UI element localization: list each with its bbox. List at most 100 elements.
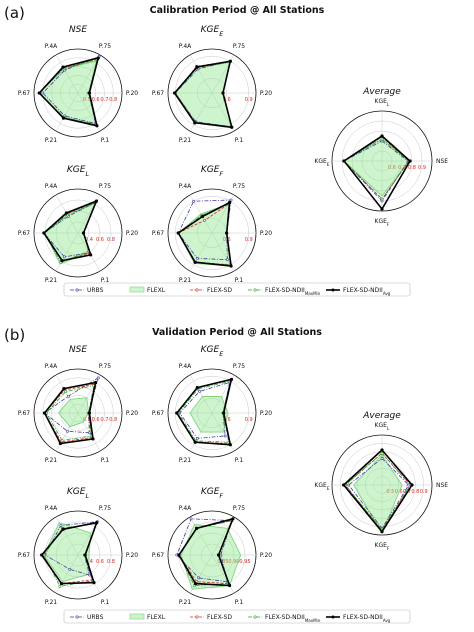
data-point (95, 521, 99, 525)
spoke-label: P.1 (235, 137, 244, 144)
radial-tick-label: 0.8 (411, 489, 419, 495)
spoke-label-base: KGE (314, 158, 327, 165)
spoke-label: P.67 (152, 410, 164, 417)
data-point (40, 553, 44, 557)
legend-label-text: FLEX-SD (207, 287, 232, 294)
radial-tick-label: 0.8 (107, 559, 115, 565)
chart-title: KGEL (67, 487, 90, 500)
spoke-label: P.21 (179, 457, 191, 464)
data-point (95, 124, 99, 128)
chart-title: Average (362, 87, 401, 97)
spoke-label-sub: L (387, 426, 390, 432)
data-point (42, 231, 46, 235)
radial-tick-label: 0.6 (223, 97, 231, 103)
chart-title-sub: F (219, 492, 223, 500)
legend-label-sub: MaxMin (305, 291, 321, 296)
data-point (87, 91, 92, 95)
spoke-label: P.20 (126, 552, 138, 559)
data-point (96, 376, 100, 380)
radial-tick-label: 0.6 (96, 559, 104, 565)
legend-label: FLEX-SD (207, 287, 232, 294)
legend-label: URBS (87, 287, 104, 294)
legend-swatch (129, 286, 145, 293)
spoke-label: P.75 (99, 505, 111, 512)
spoke-label: P.21 (179, 599, 191, 606)
legend-label-text: FLEX-SD-NDII (343, 287, 383, 294)
panel-a: (a) Calibration Period @ All Stations UR… (4, 4, 411, 297)
chart-title-main: KGE (67, 487, 86, 497)
chart-title: KGEF (201, 487, 224, 500)
data-point (93, 380, 98, 385)
radial-tick-label: 0.90 (228, 559, 239, 565)
legend-label-text: FLEXL (147, 614, 166, 621)
spoke-label: P.20 (260, 552, 272, 559)
data-point (61, 116, 66, 120)
radial-tick-label: 0.4 (85, 237, 93, 243)
spoke-line (55, 232, 79, 272)
data-point (197, 576, 201, 580)
chart-title-main: NSE (69, 25, 87, 35)
data-point (58, 585, 62, 588)
spoke-label-sub: L (387, 102, 390, 108)
radial-tick-label: 0.6 (92, 417, 100, 423)
spoke-label: P.1 (101, 599, 110, 606)
spoke-label-base: KGE (375, 218, 388, 225)
data-point (193, 581, 198, 586)
spoke-label: KGEF (375, 218, 390, 228)
legend-marker (253, 288, 257, 292)
radial-tick-label: 0.95 (239, 559, 250, 565)
legend-marker (331, 615, 335, 619)
legend-label-text: URBS (87, 614, 104, 621)
data-point (173, 91, 177, 95)
series-flexl (343, 138, 410, 197)
spoke-label-base: KGE (375, 422, 388, 429)
chart-title-sub: L (85, 170, 89, 178)
spoke-label: P.20 (260, 90, 272, 97)
chart-title-main: KGE (201, 487, 220, 497)
spoke-label: P.4A (179, 505, 192, 512)
data-point (410, 483, 414, 487)
data-point (59, 524, 63, 527)
data-point (408, 159, 412, 163)
series-flexl (189, 396, 229, 433)
spoke-line (189, 54, 213, 94)
legend-marker (195, 288, 199, 292)
spoke-label: P.75 (99, 183, 111, 190)
spoke-label: P.20 (126, 90, 138, 97)
data-point (228, 59, 232, 63)
spoke-label: P.67 (18, 410, 30, 417)
panel-b-letter: (b) (4, 326, 25, 344)
data-point (229, 264, 233, 268)
legend-label-text: FLEX-SD-NDII (265, 287, 305, 294)
spoke-label: P.4A (179, 43, 192, 50)
radial-tick-label: 0.7 (100, 97, 108, 103)
spoke-label: P.4A (45, 183, 58, 190)
data-point (380, 530, 384, 534)
spoke-label: P.75 (233, 505, 245, 512)
chart-title-sub: E (219, 350, 224, 358)
legend-marker (75, 615, 79, 619)
data-point (195, 65, 199, 69)
chart-title-sub: F (219, 170, 223, 178)
radial-tick-label: 0.9 (245, 417, 253, 423)
legend-label-sub: Avg (383, 291, 391, 296)
spoke-label: P.20 (126, 230, 138, 237)
radar-charts: 0.50.60.70.8P.75P.20P.1P.21P.67P.4ANSE0.… (18, 25, 448, 606)
spoke-label: P.75 (99, 43, 111, 50)
spoke-line (55, 92, 79, 132)
data-point (380, 456, 384, 460)
data-point (92, 581, 96, 585)
radial-tick-label: 0.7 (100, 417, 108, 423)
spoke-label: P.75 (233, 363, 245, 370)
spoke-line (189, 516, 213, 556)
legend-b: URBS FLEXL FLEX-SD FLEX-SD-NDIIMaxMin FLEX-S… (63, 609, 411, 624)
spoke-label: P.67 (18, 552, 30, 559)
legend-marker (75, 288, 79, 292)
legend-frame (63, 282, 411, 297)
spoke-label: P.1 (235, 599, 244, 606)
data-point (342, 483, 346, 487)
chart-title-main: Average (362, 87, 401, 97)
data-point (81, 231, 86, 235)
data-point (64, 211, 69, 215)
